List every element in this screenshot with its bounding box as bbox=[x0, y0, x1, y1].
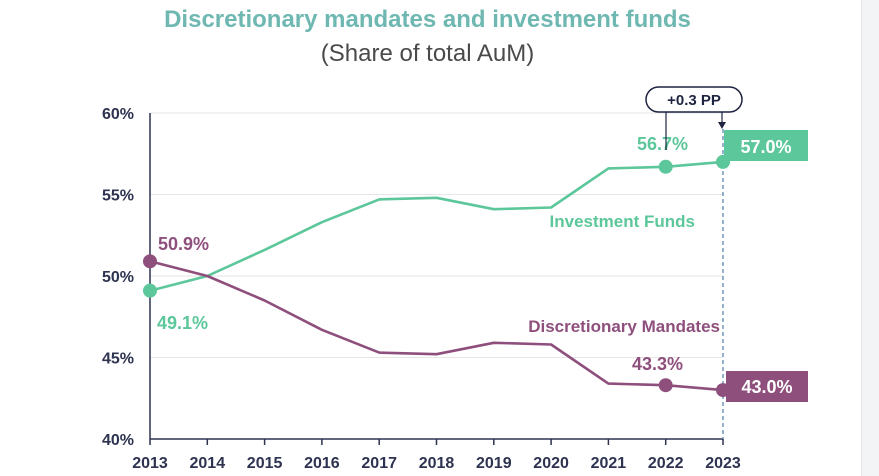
series-label-funds: Investment Funds bbox=[550, 212, 695, 231]
data-label-funds-2013: 49.1% bbox=[157, 313, 208, 333]
x-tick-label: 2013 bbox=[132, 455, 168, 472]
data-label-mandates-2013: 50.9% bbox=[158, 234, 209, 254]
data-label-funds-2022: 56.7% bbox=[637, 134, 688, 154]
chart-subtitle: (Share of total AuM) bbox=[320, 40, 535, 67]
x-tick-label: 2023 bbox=[705, 455, 741, 472]
series-label-mandates: Discretionary Mandates bbox=[528, 317, 720, 336]
y-tick-label: 50% bbox=[102, 269, 134, 286]
series-line-mandates bbox=[149, 260, 724, 392]
y-tick-label: 40% bbox=[102, 432, 134, 449]
x-tick-label: 2022 bbox=[648, 455, 684, 472]
value-box-mandates-label: 43.0% bbox=[741, 377, 792, 397]
x-tick-label: 2014 bbox=[190, 455, 226, 472]
x-tick-label: 2015 bbox=[247, 455, 283, 472]
change-callout-label: +0.3 PP bbox=[667, 92, 721, 109]
callout-arrow-icon bbox=[718, 122, 726, 129]
x-tick-label: 2019 bbox=[476, 455, 512, 472]
series-line-funds bbox=[149, 160, 724, 292]
y-tick-label: 45% bbox=[102, 351, 134, 368]
data-point-mandates bbox=[143, 254, 157, 269]
change-callout bbox=[645, 86, 743, 113]
chart-title: Discretionary mandates and investment fu… bbox=[164, 6, 691, 33]
x-tick-label: 2018 bbox=[419, 455, 455, 472]
y-tick-label: 60% bbox=[102, 106, 134, 123]
scrollbar-track[interactable] bbox=[861, 0, 879, 476]
x-tick-label: 2021 bbox=[591, 455, 627, 472]
value-box-mandates bbox=[726, 371, 808, 402]
value-box-funds bbox=[724, 130, 808, 161]
data-point-funds bbox=[143, 283, 157, 298]
x-tick-label: 2020 bbox=[533, 455, 569, 472]
x-tick-label: 2017 bbox=[361, 455, 397, 472]
data-label-mandates-2022: 43.3% bbox=[632, 354, 683, 374]
data-point-funds bbox=[658, 159, 673, 174]
data-point-mandates bbox=[658, 378, 673, 393]
y-tick-label: 55% bbox=[102, 188, 134, 205]
x-tick-label: 2016 bbox=[304, 455, 340, 472]
value-box-funds-label: 57.0% bbox=[740, 137, 791, 157]
